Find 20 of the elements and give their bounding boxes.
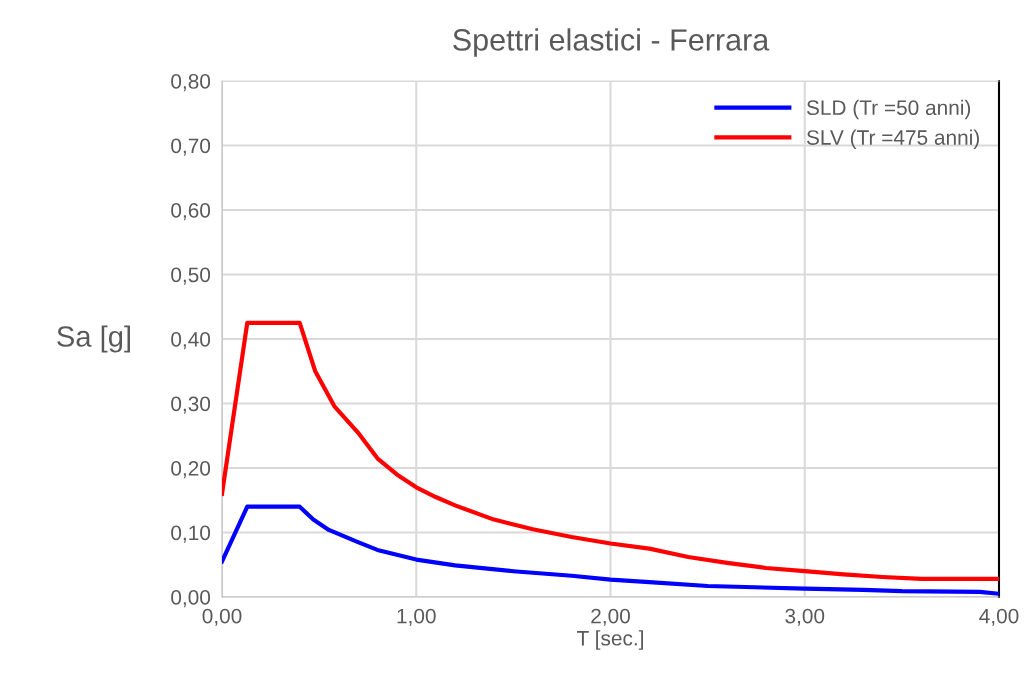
y-axis-title: Sa [g] — [57, 325, 130, 353]
legend-label: SLD (Tr =50 anni) — [806, 99, 971, 120]
x-tick-label: 4,00 — [979, 608, 1019, 626]
x-tick-label: 1,00 — [397, 608, 436, 626]
line-series — [222, 320, 999, 582]
chart-title: Spettri elastici - Ferrara — [453, 28, 770, 57]
y-tick-label: 0,10 — [171, 525, 211, 543]
y-tick-label: 0,70 — [171, 138, 211, 156]
y-tick-label: 0,20 — [171, 461, 211, 479]
y-tick-label: 0,00 — [171, 590, 211, 608]
legend-label: SLV (Tr =475 anni) — [806, 129, 979, 149]
x-tick-label: 0,00 — [202, 608, 242, 626]
y-tick-label: 0,40 — [171, 332, 211, 350]
y-tick-label: 0,60 — [171, 203, 211, 221]
x-tick-label: 3,00 — [785, 608, 825, 626]
y-tick-label: 0,30 — [171, 396, 211, 414]
x-axis-title: T [sec.] — [577, 630, 643, 650]
x-tick-label: 2,00 — [591, 608, 630, 626]
y-tick-label: 0,80 — [171, 74, 211, 92]
y-tick-label: 0,50 — [171, 267, 211, 285]
